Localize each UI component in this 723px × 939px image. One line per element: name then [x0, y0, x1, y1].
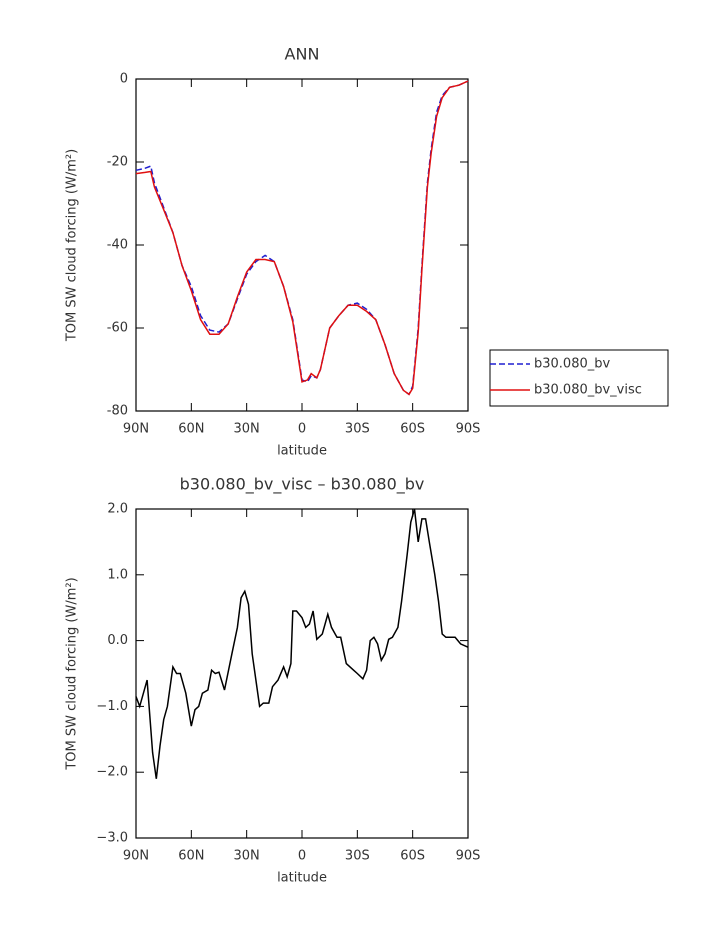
data-line [135, 80, 469, 396]
x-tick-label: 60S [400, 849, 425, 864]
y-tick-label: -60 [107, 321, 128, 336]
y-tick-label: 0.0 [107, 633, 128, 648]
data-line [135, 80, 469, 396]
y-tick-label: 2.0 [107, 502, 128, 517]
chart-title: b30.080_bv_visc – b30.080_bv [180, 475, 425, 495]
y-tick-label: -80 [107, 404, 128, 419]
x-axis-label: latitude [277, 871, 327, 886]
y-tick-label: 1.0 [107, 567, 128, 582]
plot-frame [135, 508, 469, 839]
x-tick-label: 60N [178, 849, 204, 864]
x-tick-label: 30N [234, 849, 260, 864]
x-tick-label: 90N [123, 422, 149, 437]
x-tick-label: 60S [400, 422, 425, 437]
y-tick-label: 0 [120, 72, 128, 87]
x-tick-label: 90N [123, 849, 149, 864]
x-tick-label: 90S [456, 422, 481, 437]
x-tick-label: 0 [298, 422, 306, 437]
x-tick-label: 60N [178, 422, 204, 437]
y-tick-label: −2.0 [96, 765, 128, 780]
y-tick-label: -40 [107, 238, 128, 253]
x-tick-label: 90S [456, 849, 481, 864]
legend-label: b30.080_bv [534, 357, 610, 372]
legend-label: b30.080_bv_visc [534, 383, 642, 398]
y-tick-label: −1.0 [96, 699, 128, 714]
data-line [135, 508, 469, 779]
x-tick-label: 30S [345, 422, 370, 437]
x-tick-label: 30N [234, 422, 260, 437]
plot-frame [135, 78, 469, 412]
x-axis-label: latitude [277, 444, 327, 459]
legend-box [489, 349, 669, 407]
x-tick-label: 0 [298, 849, 306, 864]
x-tick-label: 30S [345, 849, 370, 864]
y-tick-label: −3.0 [96, 831, 128, 846]
y-tick-label: -20 [107, 155, 128, 170]
y-axis-label: TOM SW cloud forcing (W/m²) [65, 149, 80, 342]
chart-title: ANN [285, 45, 320, 64]
y-axis-label: TOM SW cloud forcing (W/m²) [65, 577, 80, 770]
